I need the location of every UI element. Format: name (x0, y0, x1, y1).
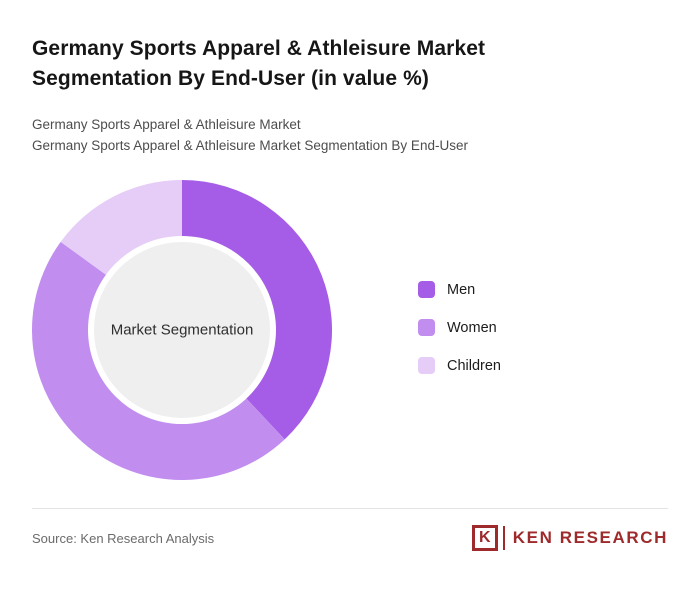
legend-swatch-men (418, 281, 435, 299)
subtitle-line-2: Germany Sports Apparel & Athleisure Mark… (32, 137, 468, 153)
logo-text: KEN RESEARCH (512, 528, 668, 548)
legend-item-women: Women (418, 319, 501, 337)
footer: Source: Ken Research Analysis K KEN RESE… (32, 525, 668, 552)
legend-swatch-women (418, 319, 435, 337)
donut-center-circle (94, 242, 270, 419)
page-title: Germany Sports Apparel & Athleisure Mark… (32, 37, 486, 90)
subtitle-line-1: Germany Sports Apparel & Athleisure Mark… (32, 116, 301, 132)
donut-chart (31, 180, 333, 481)
logo-k-icon: K (471, 525, 498, 552)
donut-chart-wrapper: Market Segmentation (31, 180, 333, 481)
legend-item-men: Men (418, 281, 501, 299)
legend-label-women: Women (447, 319, 497, 336)
chart-area: Market Segmentation Men Women Children (31, 180, 668, 481)
legend-swatch-children (418, 357, 435, 375)
divider (32, 508, 668, 510)
source-text: Source: Ken Research Analysis (32, 530, 215, 546)
legend-label-men: Men (447, 281, 476, 298)
legend: Men Women Children (418, 180, 501, 375)
logo-k-letter: K (479, 529, 491, 547)
ken-research-logo: K KEN RESEARCH (471, 525, 668, 552)
legend-label-children: Children (447, 357, 501, 374)
chart-subtitles: Germany Sports Apparel & Athleisure Mark… (32, 114, 668, 157)
logo-divider-bar (502, 526, 505, 551)
legend-item-children: Children (418, 357, 501, 375)
